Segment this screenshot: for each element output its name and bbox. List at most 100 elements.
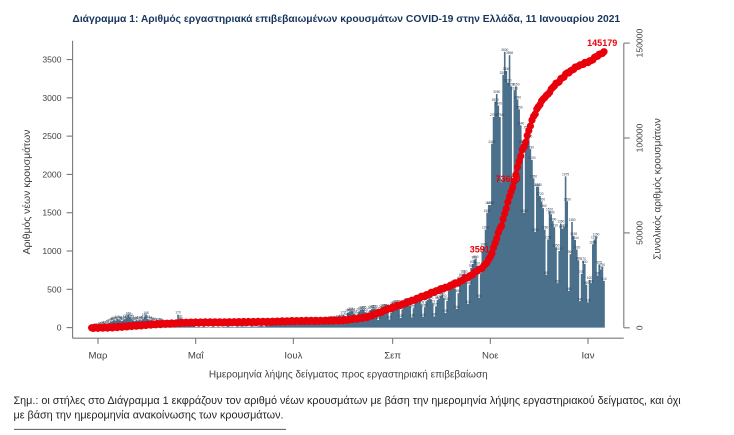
svg-text:112: 112 — [145, 315, 150, 319]
svg-text:1840: 1840 — [535, 183, 542, 187]
svg-text:390: 390 — [441, 294, 447, 298]
svg-text:190: 190 — [443, 309, 449, 313]
svg-text:560: 560 — [584, 281, 590, 285]
svg-text:52: 52 — [106, 320, 110, 324]
svg-text:92: 92 — [114, 317, 118, 321]
svg-text:1601: 1601 — [485, 201, 492, 205]
svg-text:2000: 2000 — [42, 169, 61, 179]
svg-text:1900: 1900 — [498, 178, 505, 182]
svg-text:430: 430 — [440, 291, 446, 295]
svg-text:35910: 35910 — [470, 245, 495, 255]
svg-text:500: 500 — [47, 284, 62, 294]
svg-text:1144: 1144 — [572, 236, 579, 240]
svg-text:με βάση την ημερομηνία ανακοίν: με βάση την ημερομηνία ανακοίνωσης των κ… — [14, 409, 284, 421]
svg-text:100000: 100000 — [635, 123, 645, 152]
svg-text:1560: 1560 — [540, 204, 547, 208]
svg-text:184: 184 — [352, 310, 358, 314]
svg-text:265: 265 — [422, 303, 428, 307]
svg-text:1150: 1150 — [591, 236, 598, 240]
svg-text:100: 100 — [376, 316, 382, 320]
svg-text:96: 96 — [131, 316, 135, 320]
svg-text:Ημερομηνία λήψης δείγματος προ: Ημερομηνία λήψης δείγματος προς εργαστηρ… — [209, 369, 488, 381]
svg-text:170: 170 — [340, 311, 346, 315]
svg-text:108: 108 — [116, 315, 122, 319]
svg-text:880: 880 — [576, 256, 582, 260]
svg-text:1650: 1650 — [538, 197, 545, 201]
svg-text:229: 229 — [368, 306, 374, 310]
svg-text:173: 173 — [366, 310, 372, 314]
svg-text:680: 680 — [595, 272, 601, 276]
svg-text:Μαΐ: Μαΐ — [188, 350, 205, 361]
svg-text:120: 120 — [177, 315, 183, 319]
svg-text:145179: 145179 — [587, 38, 617, 48]
svg-text:1500: 1500 — [484, 209, 491, 213]
svg-text:2980: 2980 — [514, 95, 521, 99]
svg-text:252: 252 — [371, 304, 377, 308]
svg-text:1380: 1380 — [568, 218, 575, 222]
svg-text:1088: 1088 — [589, 240, 596, 244]
svg-text:126: 126 — [398, 314, 404, 318]
svg-text:3300: 3300 — [500, 71, 507, 75]
svg-text:Σεπ: Σεπ — [384, 350, 401, 361]
svg-text:1480: 1480 — [548, 210, 555, 214]
svg-text:88: 88 — [120, 317, 124, 321]
svg-text:252: 252 — [411, 304, 417, 308]
svg-text:2190: 2190 — [528, 156, 535, 160]
svg-text:170: 170 — [175, 311, 181, 315]
svg-text:2950: 2950 — [492, 98, 499, 102]
svg-text:96: 96 — [119, 316, 123, 320]
svg-text:790: 790 — [600, 263, 606, 267]
svg-text:Ιουλ: Ιουλ — [284, 350, 302, 361]
svg-text:3600: 3600 — [501, 48, 508, 52]
svg-text:580: 580 — [555, 279, 561, 283]
svg-text:350: 350 — [444, 297, 450, 301]
svg-text:80: 80 — [159, 318, 163, 322]
svg-text:206: 206 — [347, 308, 353, 312]
svg-text:830: 830 — [582, 260, 588, 264]
svg-text:3150: 3150 — [508, 82, 515, 86]
svg-text:620: 620 — [587, 276, 593, 280]
svg-text:Σημ.: οι στήλες στο Διάγραμμα: Σημ.: οι στήλες στο Διάγραμμα 1 εκφράζου… — [14, 395, 682, 407]
svg-text:72: 72 — [157, 318, 161, 322]
svg-text:141: 141 — [420, 313, 426, 317]
svg-text:124: 124 — [339, 314, 345, 318]
svg-text:90: 90 — [152, 317, 156, 321]
svg-text:65: 65 — [107, 319, 111, 323]
svg-text:243: 243 — [379, 305, 385, 309]
svg-text:305: 305 — [419, 300, 425, 304]
svg-text:28: 28 — [99, 322, 103, 326]
svg-text:140: 140 — [142, 313, 148, 317]
svg-text:2850: 2850 — [516, 105, 523, 109]
svg-text:118: 118 — [123, 315, 128, 319]
svg-text:810: 810 — [475, 262, 481, 266]
svg-text:105: 105 — [387, 316, 393, 320]
svg-text:1290: 1290 — [559, 225, 566, 229]
svg-text:Συνολικός αριθμός κρουσμάτων: Συνολικός αριθμός κρουσμάτων — [652, 118, 664, 260]
svg-text:580: 580 — [589, 279, 595, 283]
svg-text:1500: 1500 — [520, 209, 527, 213]
svg-text:110: 110 — [140, 315, 145, 319]
svg-text:1310: 1310 — [560, 223, 567, 227]
svg-text:1000: 1000 — [42, 246, 61, 256]
svg-text:317: 317 — [393, 299, 399, 303]
svg-text:235: 235 — [361, 306, 367, 310]
svg-text:1000: 1000 — [556, 247, 563, 251]
svg-text:1500: 1500 — [42, 208, 61, 218]
svg-text:690: 690 — [544, 271, 550, 275]
svg-text:450: 450 — [456, 289, 462, 293]
svg-text:214: 214 — [350, 307, 356, 311]
svg-text:196: 196 — [345, 309, 351, 313]
svg-text:142: 142 — [127, 313, 133, 317]
svg-text:0: 0 — [635, 325, 645, 330]
svg-text:302: 302 — [392, 301, 398, 305]
svg-text:250: 250 — [372, 305, 378, 309]
svg-text:104: 104 — [121, 316, 127, 320]
svg-text:160: 160 — [126, 311, 132, 315]
svg-text:1975: 1975 — [562, 172, 569, 176]
svg-text:2500: 2500 — [42, 131, 61, 141]
svg-text:99: 99 — [135, 316, 139, 320]
svg-text:418: 418 — [438, 292, 444, 296]
svg-text:73669: 73669 — [495, 174, 520, 184]
svg-text:1520: 1520 — [546, 207, 553, 211]
svg-text:102: 102 — [111, 316, 117, 320]
